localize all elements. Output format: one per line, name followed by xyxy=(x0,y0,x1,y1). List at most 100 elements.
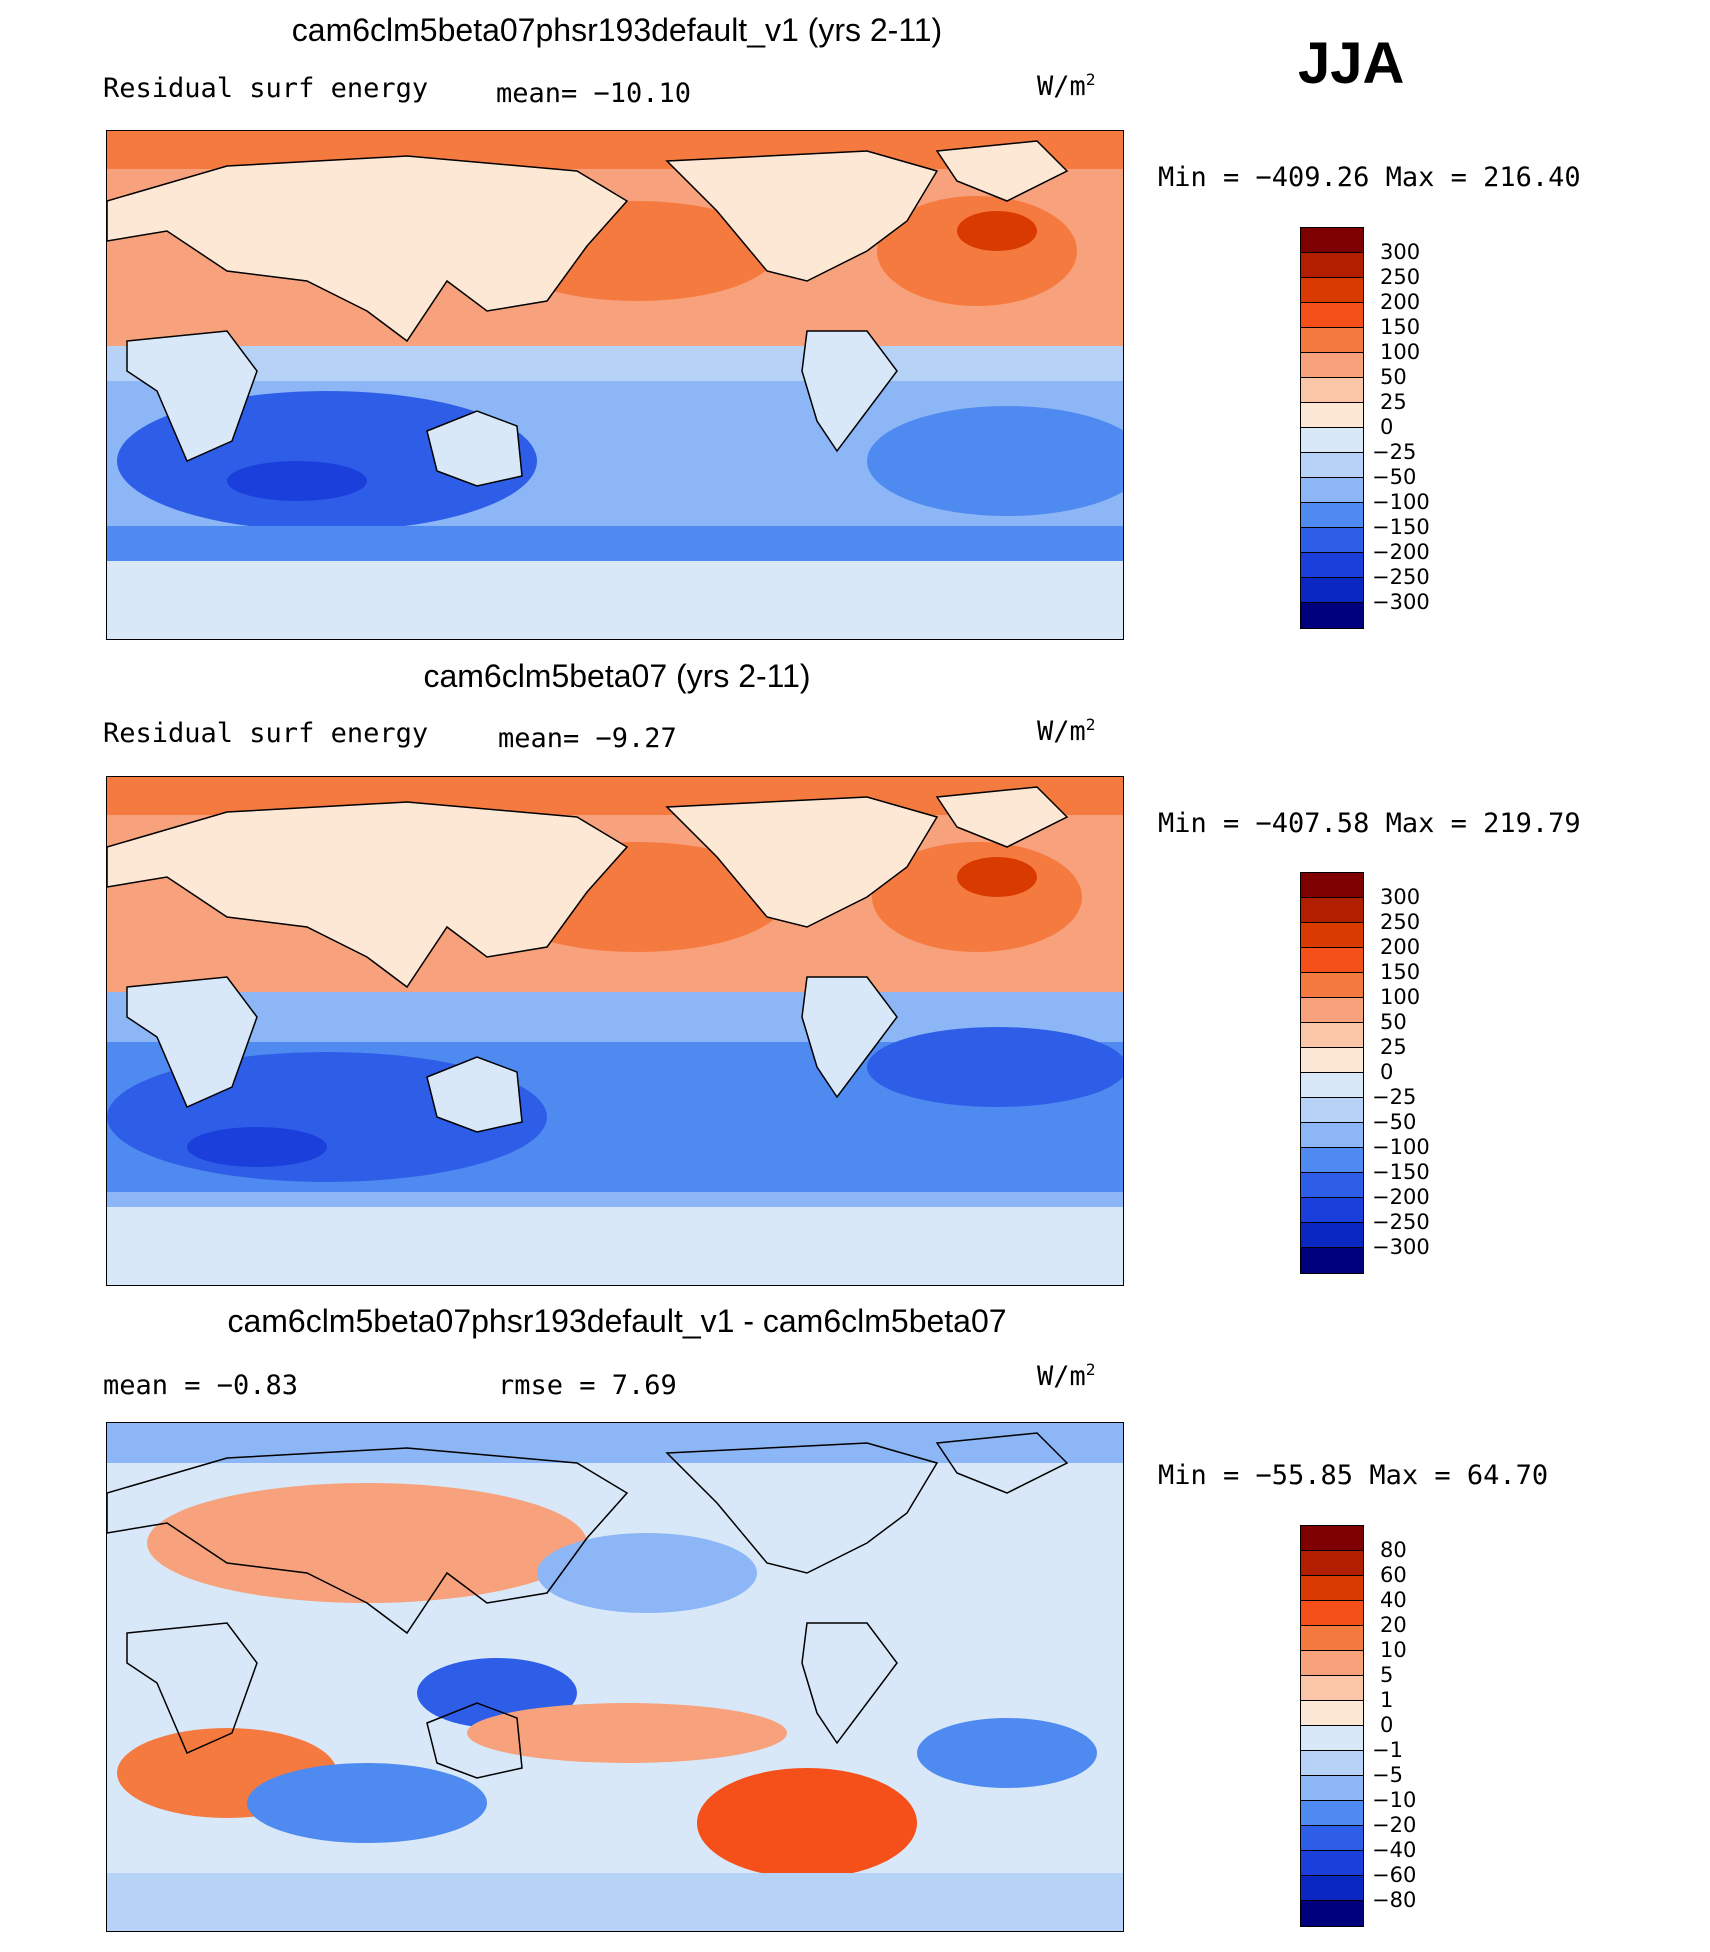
eurasia-landmass xyxy=(107,155,629,343)
eurasia-warm-patch xyxy=(147,1483,587,1603)
greenland-landmass xyxy=(935,786,1069,848)
colorbar-tick-label: 300 xyxy=(1380,885,1421,909)
colorbar-tick-label: −100 xyxy=(1372,1135,1430,1159)
panel-title: cam6clm5beta07phsr193default_v1 - cam6cl… xyxy=(227,1303,1007,1339)
south-america-coastline xyxy=(801,1622,898,1745)
colorbar-swatch xyxy=(1301,453,1363,478)
map-diff-svg xyxy=(107,1423,1123,1931)
colorbar-swatch xyxy=(1301,1223,1363,1248)
colorbar-swatch xyxy=(1301,278,1363,303)
gulf-stream-max xyxy=(957,211,1037,251)
australia-landmass xyxy=(426,410,523,487)
south-pacific-warm-max xyxy=(697,1768,917,1878)
colorbar-tick-label: −25 xyxy=(1372,440,1417,464)
colorbar-swatch xyxy=(1301,1123,1363,1148)
greenland-landmass xyxy=(935,140,1069,202)
map-case xyxy=(106,130,1124,640)
colorbar-tick-label: −100 xyxy=(1372,490,1430,514)
colorbar-tick-label: −300 xyxy=(1372,590,1430,614)
colorbar-tick-label: 250 xyxy=(1380,265,1421,289)
minmax-label: Min = −55.85 Max = 64.70 xyxy=(1158,1460,1549,1491)
eurasia-landmass xyxy=(107,801,629,989)
south-atlantic-cool-patch xyxy=(917,1718,1097,1788)
colorbar-swatch xyxy=(1301,1601,1363,1626)
australia-landmass xyxy=(426,1056,523,1133)
colorbar-swatch xyxy=(1301,1901,1363,1926)
colorbar-swatch xyxy=(1301,253,1363,278)
colorbar-swatch xyxy=(1301,873,1363,898)
colorbar-tick-label: 200 xyxy=(1380,935,1421,959)
colorbar-tick-label: 5 xyxy=(1380,1663,1394,1687)
mean-label: mean= −10.10 xyxy=(496,78,692,109)
colorbar-tick-label: −250 xyxy=(1372,565,1430,589)
colorbar-tick-label: 0 xyxy=(1380,1060,1394,1084)
colorbar-tick-label: 50 xyxy=(1380,1010,1407,1034)
south-atlantic-min xyxy=(867,406,1123,516)
greenland-coastline xyxy=(935,1432,1069,1494)
south-indian-core xyxy=(187,1127,327,1167)
panel-title: cam6clm5beta07phsr193default_v1 (yrs 2-1… xyxy=(291,12,943,48)
units-label: W/m2 xyxy=(1037,1360,1096,1392)
colorbar-tick-label: 150 xyxy=(1380,315,1421,339)
mean-label: mean= −9.27 xyxy=(498,723,677,754)
minmax-label: Min = −407.58 Max = 219.79 xyxy=(1158,808,1581,839)
colorbar-swatch xyxy=(1301,1576,1363,1601)
minmax-label: Min = −409.26 Max = 216.40 xyxy=(1158,162,1581,193)
colorbar-tick-label: 100 xyxy=(1380,985,1421,1009)
south-indian-core xyxy=(227,461,367,501)
colorbar-tick-label: −50 xyxy=(1372,1110,1417,1134)
africa-coastline xyxy=(126,1622,258,1754)
colorbar-swatch xyxy=(1301,1726,1363,1751)
rmse-label: rmse = 7.69 xyxy=(498,1370,677,1401)
units-label: W/m2 xyxy=(1037,70,1096,102)
colorbar-swatch xyxy=(1301,403,1363,428)
colorbar-swatch xyxy=(1301,1248,1363,1273)
season-label: JJA xyxy=(1298,31,1405,96)
colorbar-tick-label: 25 xyxy=(1380,390,1407,414)
colorbar-tick-label: −200 xyxy=(1372,540,1430,564)
variable-label: Residual surf energy xyxy=(103,718,429,749)
colorbar-swatch xyxy=(1301,998,1363,1023)
colorbar-swatch xyxy=(1301,228,1363,253)
southern-ocean-band xyxy=(107,526,1123,566)
colorbar-tick-label: −10 xyxy=(1372,1788,1417,1812)
colorbar-swatch xyxy=(1301,1801,1363,1826)
colorbar-case xyxy=(1300,227,1364,629)
colorbar-tick-label: −250 xyxy=(1372,1210,1430,1234)
colorbar-swatch xyxy=(1301,503,1363,528)
colorbar-tick-label: 150 xyxy=(1380,960,1421,984)
south-america-landmass xyxy=(801,976,898,1099)
africa-landmass xyxy=(126,330,258,462)
colorbar-tick-label: −5 xyxy=(1372,1763,1403,1787)
colorbar-tick-label: 60 xyxy=(1380,1563,1407,1587)
colorbar-swatch xyxy=(1301,898,1363,923)
colorbar-swatch xyxy=(1301,1676,1363,1701)
colorbar-swatch xyxy=(1301,553,1363,578)
colorbar-swatch xyxy=(1301,1851,1363,1876)
south-america-landmass xyxy=(801,330,898,453)
eurasia-coastline xyxy=(107,1447,629,1635)
south-indian-cool-patch xyxy=(247,1763,487,1843)
colorbar-tick-label: −20 xyxy=(1372,1813,1417,1837)
colorbar-swatch xyxy=(1301,1526,1363,1551)
colorbar-swatch xyxy=(1301,603,1363,628)
arctic-band xyxy=(107,1423,1123,1463)
africa-landmass xyxy=(126,976,258,1108)
colorbar-tick-label: 100 xyxy=(1380,340,1421,364)
colorbar-swatch xyxy=(1301,1073,1363,1098)
north-pacific-cool-patch xyxy=(537,1533,757,1613)
colorbar-tick-label: −200 xyxy=(1372,1185,1430,1209)
colorbar-tick-label: 250 xyxy=(1380,910,1421,934)
colorbar-swatch xyxy=(1301,1626,1363,1651)
map-control-svg xyxy=(107,777,1123,1285)
colorbar-tick-label: −150 xyxy=(1372,1160,1430,1184)
colorbar-swatch xyxy=(1301,1173,1363,1198)
colorbar-swatch xyxy=(1301,1551,1363,1576)
colorbar-swatch xyxy=(1301,1826,1363,1851)
colorbar-swatch xyxy=(1301,528,1363,553)
north-america-coastline xyxy=(665,1442,939,1574)
colorbar-tick-label: 10 xyxy=(1380,1638,1407,1662)
south-atlantic-min xyxy=(867,1027,1123,1107)
south-pacific-warm-band xyxy=(467,1703,787,1763)
